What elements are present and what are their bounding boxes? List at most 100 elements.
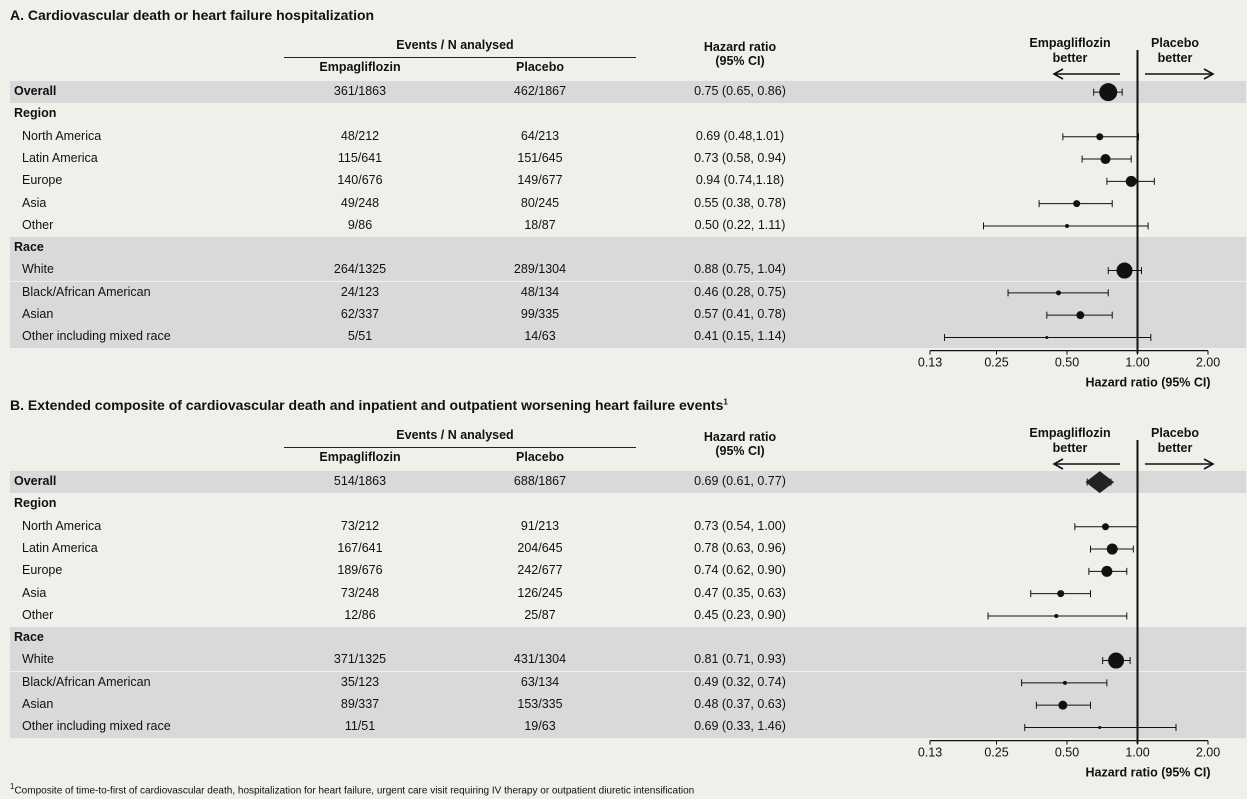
placebo-events: 48/134 — [520, 284, 560, 299]
empagliflozin-events: 12/86 — [344, 607, 376, 622]
empagliflozin-events: 514/1863 — [333, 474, 387, 488]
point-estimate-marker — [1058, 700, 1068, 710]
events-header-rule — [284, 57, 636, 58]
placebo-events: 19/63 — [524, 719, 556, 734]
point-estimate-marker — [1045, 335, 1049, 339]
row-label: Overall — [14, 474, 57, 488]
events-header: Events / N analysed — [396, 428, 514, 442]
point-estimate-marker — [1108, 652, 1125, 669]
row-label: Asian — [22, 307, 54, 321]
row-label: Latin America — [22, 540, 98, 555]
point-estimate-marker — [1100, 154, 1111, 165]
row-label: Race — [14, 630, 44, 645]
table-row: Other 9/86 18/87 0.50 (0.22, 1.11) — [10, 215, 1246, 237]
left-arrow-head-icon — [1052, 458, 1064, 470]
forest-plot: 0.13 0.25 0.50 1.00 2.00 Hazard ratio (95% CI… — [918, 440, 1220, 780]
point-estimate-marker — [1101, 523, 1109, 531]
row-label: Asia — [22, 585, 47, 600]
empagliflozin-events: 9/86 — [347, 217, 373, 232]
row-label: White — [22, 652, 54, 667]
row-label: Overall — [14, 84, 57, 98]
empagliflozin-better-label: Empagliflozin better — [1020, 426, 1120, 456]
point-estimate-marker — [1076, 311, 1085, 320]
x-tick-label: 0.25 — [984, 746, 1008, 760]
x-tick-label: 1.00 — [1125, 746, 1149, 760]
hazard-ratio-value: 0.81 (0.71, 0.93) — [694, 652, 786, 667]
row-label: Region — [14, 496, 57, 511]
panel-title-mark: 1 — [723, 397, 728, 407]
x-tick-label: 2.00 — [1196, 746, 1220, 760]
placebo-events: 242/677 — [517, 563, 563, 578]
hazard-ratio-value: 0.88 (0.75, 1.04) — [694, 262, 786, 277]
placebo-events: 431/1304 — [513, 652, 567, 667]
point-estimate-marker — [1125, 175, 1137, 187]
hazard-ratio-value: 0.69 (0.33, 1.46) — [694, 719, 786, 734]
hazard-ratio-value: 0.69 (0.61, 0.77) — [694, 474, 786, 488]
point-estimate-marker — [1098, 725, 1102, 729]
table-row: Other including mixed race 11/51 19/63 0.69… — [10, 716, 1246, 739]
row-label: Asia — [22, 195, 47, 210]
table-row: Black/African American 35/123 63/134 0.49 (… — [10, 671, 1246, 694]
panel-title-text: B. Extended composite of cardiovascular … — [10, 397, 724, 413]
empagliflozin-events: 167/641 — [337, 540, 383, 555]
x-axis-title: Hazard ratio (95% CI) — [1085, 766, 1210, 780]
point-estimate-marker — [1116, 262, 1133, 279]
forest-panel-b: B. Extended composite of cardiovascular … — [0, 390, 1247, 799]
hazard-ratio-value: 0.49 (0.32, 0.74) — [694, 674, 786, 689]
empagliflozin-events: 48/212 — [340, 128, 380, 143]
table-row: Latin America 115/641 151/645 0.73 (0.58, 0… — [10, 148, 1246, 170]
hazard-ratio-value: 0.74 (0.62, 0.90) — [694, 563, 786, 578]
placebo-header: Placebo — [516, 450, 564, 464]
hazard-ratio-value: 0.73 (0.58, 0.94) — [694, 150, 786, 165]
empagliflozin-events: 62/337 — [340, 307, 380, 321]
placebo-better-label: Placebo better — [1140, 426, 1210, 456]
placebo-events: 25/87 — [524, 607, 556, 622]
panel-title: B. Extended composite of cardiovascular … — [10, 397, 728, 413]
footnote-mark: 1 — [10, 782, 15, 791]
hazard-ratio-value: 0.47 (0.35, 0.63) — [694, 585, 786, 600]
placebo-better-line2: better — [1157, 441, 1193, 455]
empagliflozin-events: 35/123 — [340, 674, 380, 689]
empagliflozin-better-line2: better — [1052, 51, 1088, 65]
group-header-row: Region — [10, 103, 1246, 125]
point-estimate-marker — [1099, 83, 1118, 102]
placebo-header: Placebo — [516, 60, 564, 74]
row-label: Europe — [22, 563, 63, 578]
point-estimate-marker — [1057, 590, 1065, 598]
events-header-rule — [284, 447, 636, 448]
placebo-events: 14/63 — [524, 329, 556, 344]
x-tick-label: 0.13 — [918, 746, 942, 760]
point-estimate-marker — [1106, 543, 1118, 555]
placebo-events: 63/134 — [520, 674, 560, 689]
table-row: Europe 140/676 149/677 0.94 (0.74,1.18) — [10, 170, 1246, 192]
forest-plot: 0.13 0.25 0.50 1.00 2.00 Hazard ratio (95% CI… — [918, 50, 1220, 390]
placebo-events: 289/1304 — [513, 262, 567, 277]
row-label: Region — [14, 106, 57, 121]
empagliflozin-events: 89/337 — [340, 697, 380, 711]
hazard-ratio-value: 0.50 (0.22, 1.11) — [694, 217, 786, 232]
footnote: 1Composite of time-to-first of cardiovas… — [10, 782, 694, 796]
group-header-row: Race — [10, 627, 1246, 650]
table-row: Overall 514/1863 688/1867 0.69 (0.61, 0.77) — [10, 471, 1246, 493]
empagliflozin-events: 11/51 — [344, 719, 376, 734]
empagliflozin-events: 371/1325 — [333, 652, 387, 667]
row-label: Other including mixed race — [22, 719, 171, 734]
placebo-events: 688/1867 — [513, 474, 567, 488]
panel-title: A. Cardiovascular death or heart failure… — [10, 7, 374, 23]
left-arrow-head-icon — [1052, 68, 1064, 80]
placebo-events: 64/213 — [520, 128, 560, 143]
x-tick-label: 0.13 — [918, 356, 942, 370]
point-estimate-marker — [1096, 133, 1104, 141]
hazard-ratio-value: 0.78 (0.63, 0.96) — [694, 540, 786, 555]
row-label: White — [22, 262, 54, 277]
hazard-ratio-ci-header: (95% CI) — [715, 54, 765, 68]
empagliflozin-events: 264/1325 — [333, 262, 387, 277]
row-label: Black/African American — [22, 674, 151, 689]
table-row: Asian 89/337 153/335 0.48 (0.37, 0.63) — [10, 694, 1246, 716]
hazard-ratio-header: Hazard ratio — [703, 40, 777, 54]
empagliflozin-better-line1: Empagliflozin — [1029, 36, 1111, 50]
point-estimate-marker — [1101, 565, 1113, 577]
placebo-better-line1: Placebo — [1151, 36, 1199, 50]
empagliflozin-events: 140/676 — [337, 173, 383, 188]
hazard-ratio-value: 0.48 (0.37, 0.63) — [694, 697, 786, 711]
